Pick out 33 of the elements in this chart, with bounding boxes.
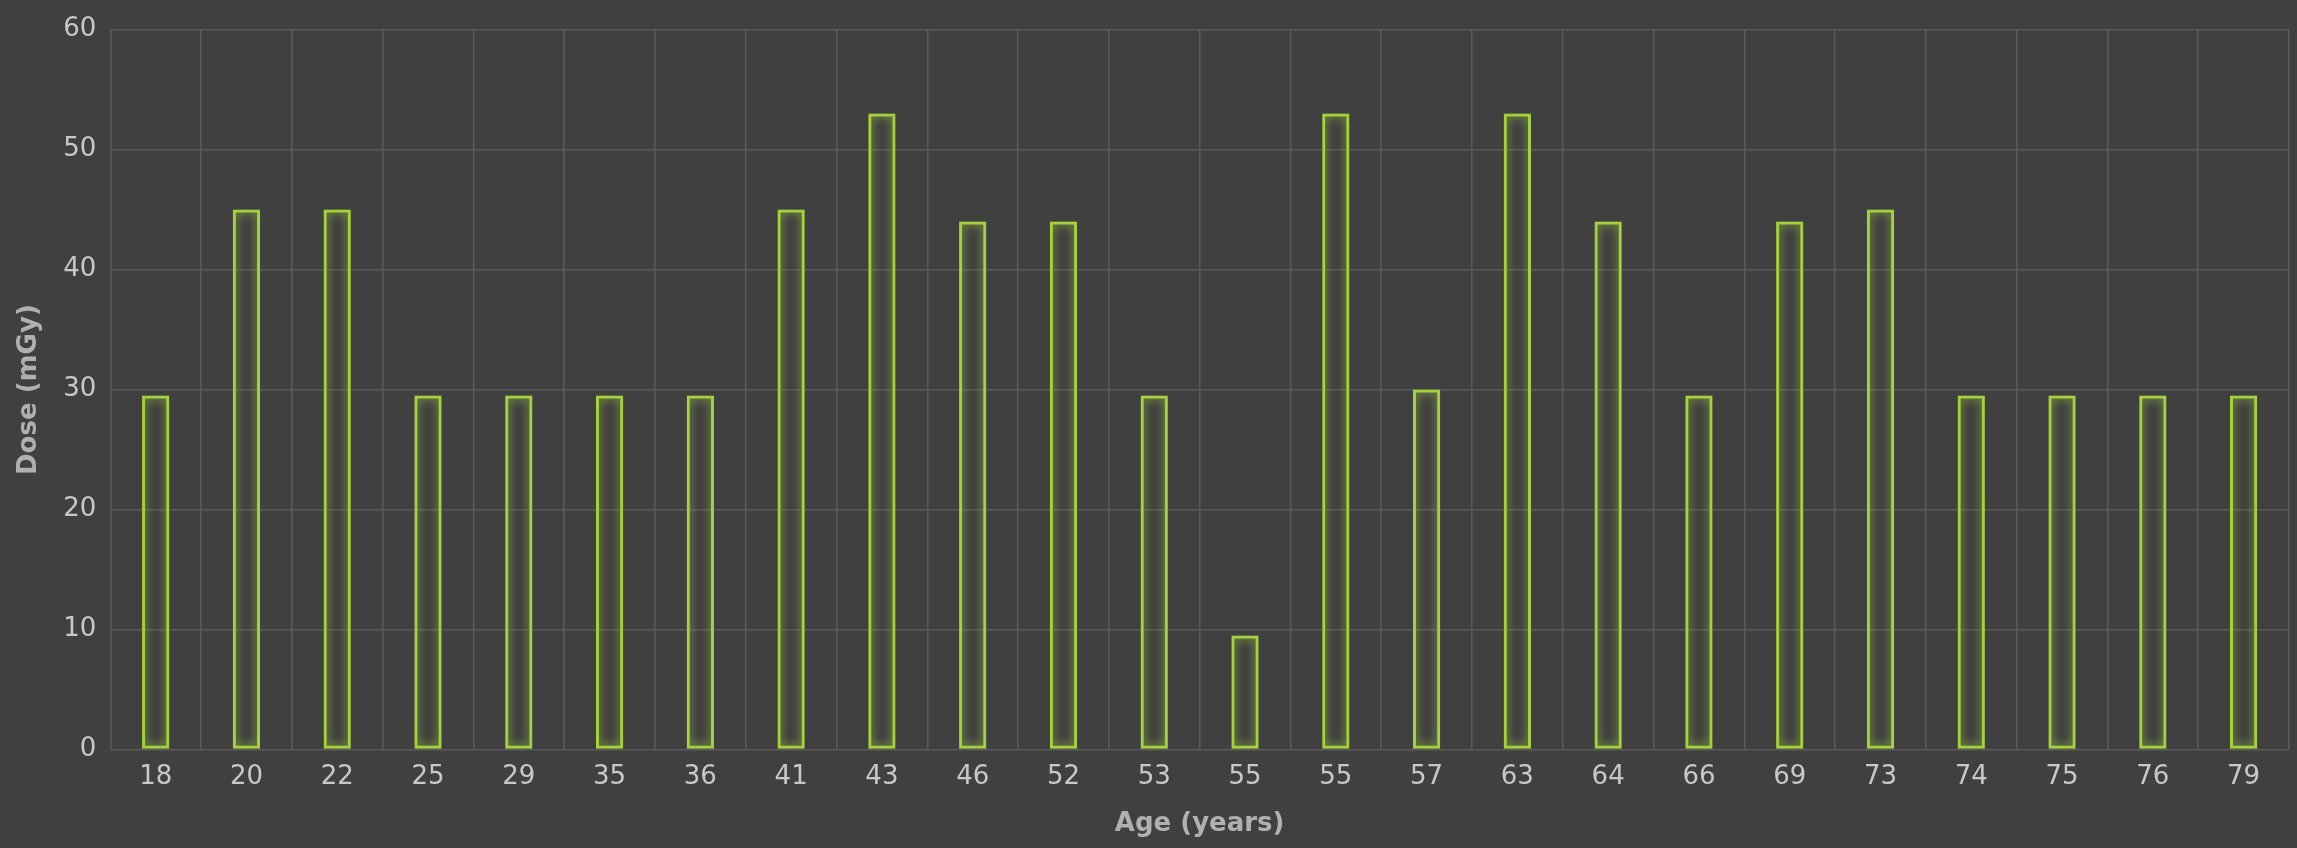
x-tick-label: 76 xyxy=(2136,759,2170,790)
x-tick-label: 66 xyxy=(1682,759,1716,790)
x-tick-label: 18 xyxy=(139,759,173,790)
y-tick-label: 10 xyxy=(63,612,97,643)
x-tick-label: 25 xyxy=(411,759,445,790)
x-tick-label: 73 xyxy=(1863,759,1898,790)
x-tick-label: 35 xyxy=(593,759,627,790)
x-tick-label: 22 xyxy=(320,759,354,790)
y-tick-label: 0 xyxy=(79,732,97,763)
x-tick-label: 46 xyxy=(956,759,990,790)
x-tick-label: 57 xyxy=(1410,759,1444,790)
y-axis-title: Dose (mGy) xyxy=(12,304,43,475)
x-tick-label: 53 xyxy=(1137,759,1171,790)
x-tick-label: 55 xyxy=(1228,759,1262,790)
x-tick-label: 41 xyxy=(774,759,808,790)
y-tick-label: 50 xyxy=(63,132,97,163)
x-tick-label: 52 xyxy=(1046,759,1081,790)
x-axis-title: Age (years) xyxy=(1114,807,1285,838)
x-tick-label: 64 xyxy=(1591,759,1625,790)
x-tick-label: 43 xyxy=(865,759,899,790)
y-tick-label: 40 xyxy=(63,252,97,283)
x-tick-label: 75 xyxy=(2045,759,2079,790)
x-tick-label: 63 xyxy=(1500,759,1534,790)
y-tick-label: 20 xyxy=(63,492,97,523)
x-tick-label: 36 xyxy=(683,759,717,790)
y-tick-label: 30 xyxy=(63,372,97,403)
y-tick-label: 60 xyxy=(63,12,97,43)
x-tick-label: 74 xyxy=(1954,759,1988,790)
x-tick-label: 20 xyxy=(229,759,263,790)
x-tick-label: 55 xyxy=(1319,759,1353,790)
x-tick-label: 69 xyxy=(1773,759,1807,790)
x-tick-label: 29 xyxy=(502,759,536,790)
x-tick-label: 79 xyxy=(2227,759,2261,790)
